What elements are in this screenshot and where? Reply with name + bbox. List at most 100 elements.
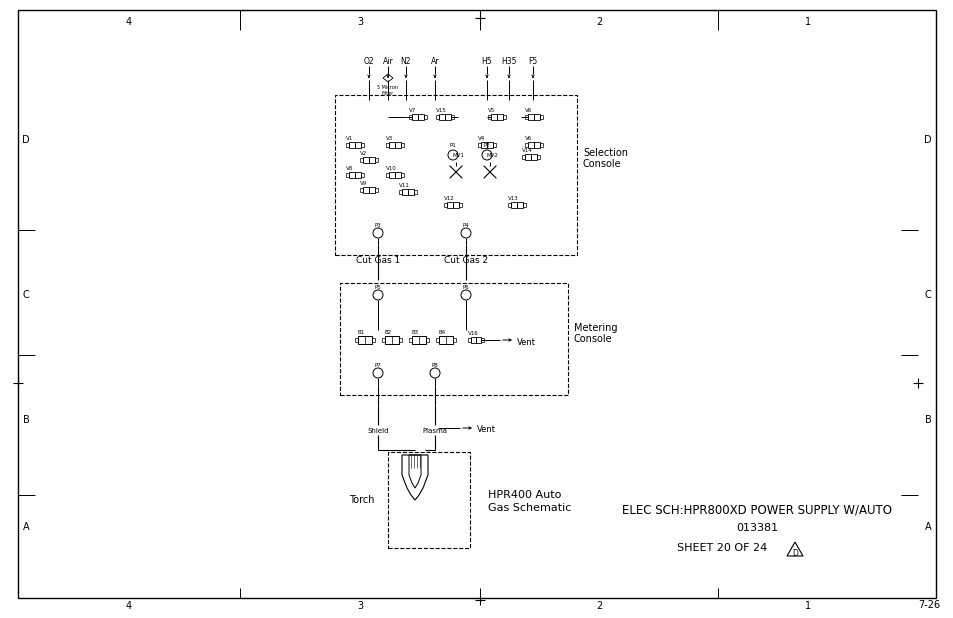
Bar bbox=[339, 283, 567, 395]
Text: Ar: Ar bbox=[431, 57, 438, 66]
Bar bbox=[400, 143, 403, 146]
Text: P4: P4 bbox=[462, 223, 469, 228]
Bar bbox=[458, 203, 461, 207]
Bar bbox=[453, 338, 456, 342]
Text: V3: V3 bbox=[386, 136, 393, 141]
Bar bbox=[443, 203, 447, 207]
Bar bbox=[539, 143, 542, 146]
Bar bbox=[357, 336, 372, 344]
Text: 013381: 013381 bbox=[735, 523, 778, 533]
Bar bbox=[417, 114, 423, 120]
Bar bbox=[491, 114, 497, 120]
Bar bbox=[346, 173, 349, 177]
Text: P8: P8 bbox=[431, 363, 438, 368]
Text: Vent: Vent bbox=[517, 337, 536, 347]
Text: D: D bbox=[791, 549, 797, 559]
Bar bbox=[436, 115, 438, 119]
Bar bbox=[453, 202, 458, 208]
Text: 1: 1 bbox=[804, 601, 810, 611]
Text: V4: V4 bbox=[477, 136, 485, 141]
Text: C: C bbox=[923, 290, 930, 300]
Text: Vent: Vent bbox=[476, 426, 496, 434]
Bar bbox=[412, 114, 417, 120]
Bar bbox=[511, 202, 517, 208]
Text: Cut Gas 1: Cut Gas 1 bbox=[355, 255, 399, 265]
Text: Cut Gas 2: Cut Gas 2 bbox=[443, 255, 488, 265]
Bar bbox=[412, 336, 426, 344]
Text: Gas Schematic: Gas Schematic bbox=[488, 503, 571, 513]
Bar bbox=[438, 336, 453, 344]
Text: 3: 3 bbox=[356, 17, 363, 27]
Text: 5 Micron
Filter: 5 Micron Filter bbox=[377, 85, 398, 96]
Text: P2: P2 bbox=[483, 143, 490, 148]
Bar bbox=[537, 155, 539, 159]
Bar bbox=[369, 187, 375, 193]
Text: P3: P3 bbox=[375, 223, 381, 228]
Bar bbox=[355, 142, 360, 148]
Bar bbox=[355, 338, 357, 342]
Bar bbox=[486, 142, 493, 148]
Text: Shield: Shield bbox=[367, 428, 388, 434]
Bar bbox=[524, 143, 527, 146]
Bar bbox=[438, 114, 444, 120]
Text: B4: B4 bbox=[438, 330, 446, 335]
Text: D: D bbox=[923, 135, 931, 145]
Text: Console: Console bbox=[574, 334, 612, 344]
Text: F5: F5 bbox=[528, 57, 537, 66]
Text: 7-26: 7-26 bbox=[917, 600, 939, 610]
Bar bbox=[414, 190, 416, 194]
Text: V16: V16 bbox=[468, 331, 478, 336]
Text: N2: N2 bbox=[400, 57, 411, 66]
Bar bbox=[522, 203, 525, 207]
Text: 4: 4 bbox=[126, 601, 132, 611]
Text: B3: B3 bbox=[412, 330, 418, 335]
Text: V9: V9 bbox=[359, 181, 367, 186]
Text: V14: V14 bbox=[521, 148, 532, 153]
Text: D: D bbox=[22, 135, 30, 145]
Text: SHEET 20 OF 24: SHEET 20 OF 24 bbox=[677, 543, 766, 553]
Bar bbox=[398, 190, 401, 194]
Bar bbox=[381, 338, 385, 342]
Bar bbox=[359, 158, 363, 162]
Text: C: C bbox=[23, 290, 30, 300]
Text: Plasma: Plasma bbox=[422, 428, 447, 434]
Text: Torch: Torch bbox=[349, 495, 375, 505]
Text: 2: 2 bbox=[596, 601, 601, 611]
Text: A: A bbox=[923, 522, 930, 532]
Bar bbox=[369, 157, 375, 163]
Text: Selection: Selection bbox=[582, 148, 627, 158]
Bar bbox=[409, 115, 412, 119]
Bar bbox=[409, 338, 412, 342]
Bar bbox=[477, 143, 480, 146]
Bar bbox=[451, 115, 454, 119]
Bar bbox=[539, 115, 542, 119]
Bar bbox=[507, 203, 511, 207]
Text: V8: V8 bbox=[346, 166, 353, 171]
Bar bbox=[476, 337, 480, 343]
Bar bbox=[359, 188, 363, 192]
Text: Air: Air bbox=[382, 57, 393, 66]
Bar bbox=[534, 142, 539, 148]
Text: V11: V11 bbox=[398, 183, 410, 188]
Bar bbox=[372, 338, 375, 342]
Bar bbox=[524, 154, 531, 160]
Bar bbox=[388, 452, 470, 548]
Bar bbox=[426, 338, 429, 342]
Bar bbox=[360, 173, 364, 177]
Text: MV2: MV2 bbox=[486, 153, 498, 158]
Bar bbox=[493, 143, 496, 146]
Bar bbox=[423, 115, 427, 119]
Text: V15: V15 bbox=[436, 108, 446, 113]
Bar bbox=[401, 189, 408, 195]
Text: H35: H35 bbox=[500, 57, 517, 66]
Text: ELEC SCH:HPR800XD POWER SUPPLY W/AUTO: ELEC SCH:HPR800XD POWER SUPPLY W/AUTO bbox=[621, 504, 891, 517]
Text: Metering: Metering bbox=[574, 323, 617, 333]
Bar bbox=[349, 142, 355, 148]
Bar bbox=[534, 114, 539, 120]
Bar bbox=[488, 115, 491, 119]
Bar bbox=[360, 143, 364, 146]
Bar bbox=[468, 338, 471, 342]
Text: P1: P1 bbox=[449, 143, 456, 148]
Text: 3: 3 bbox=[356, 601, 363, 611]
Bar bbox=[400, 173, 403, 177]
